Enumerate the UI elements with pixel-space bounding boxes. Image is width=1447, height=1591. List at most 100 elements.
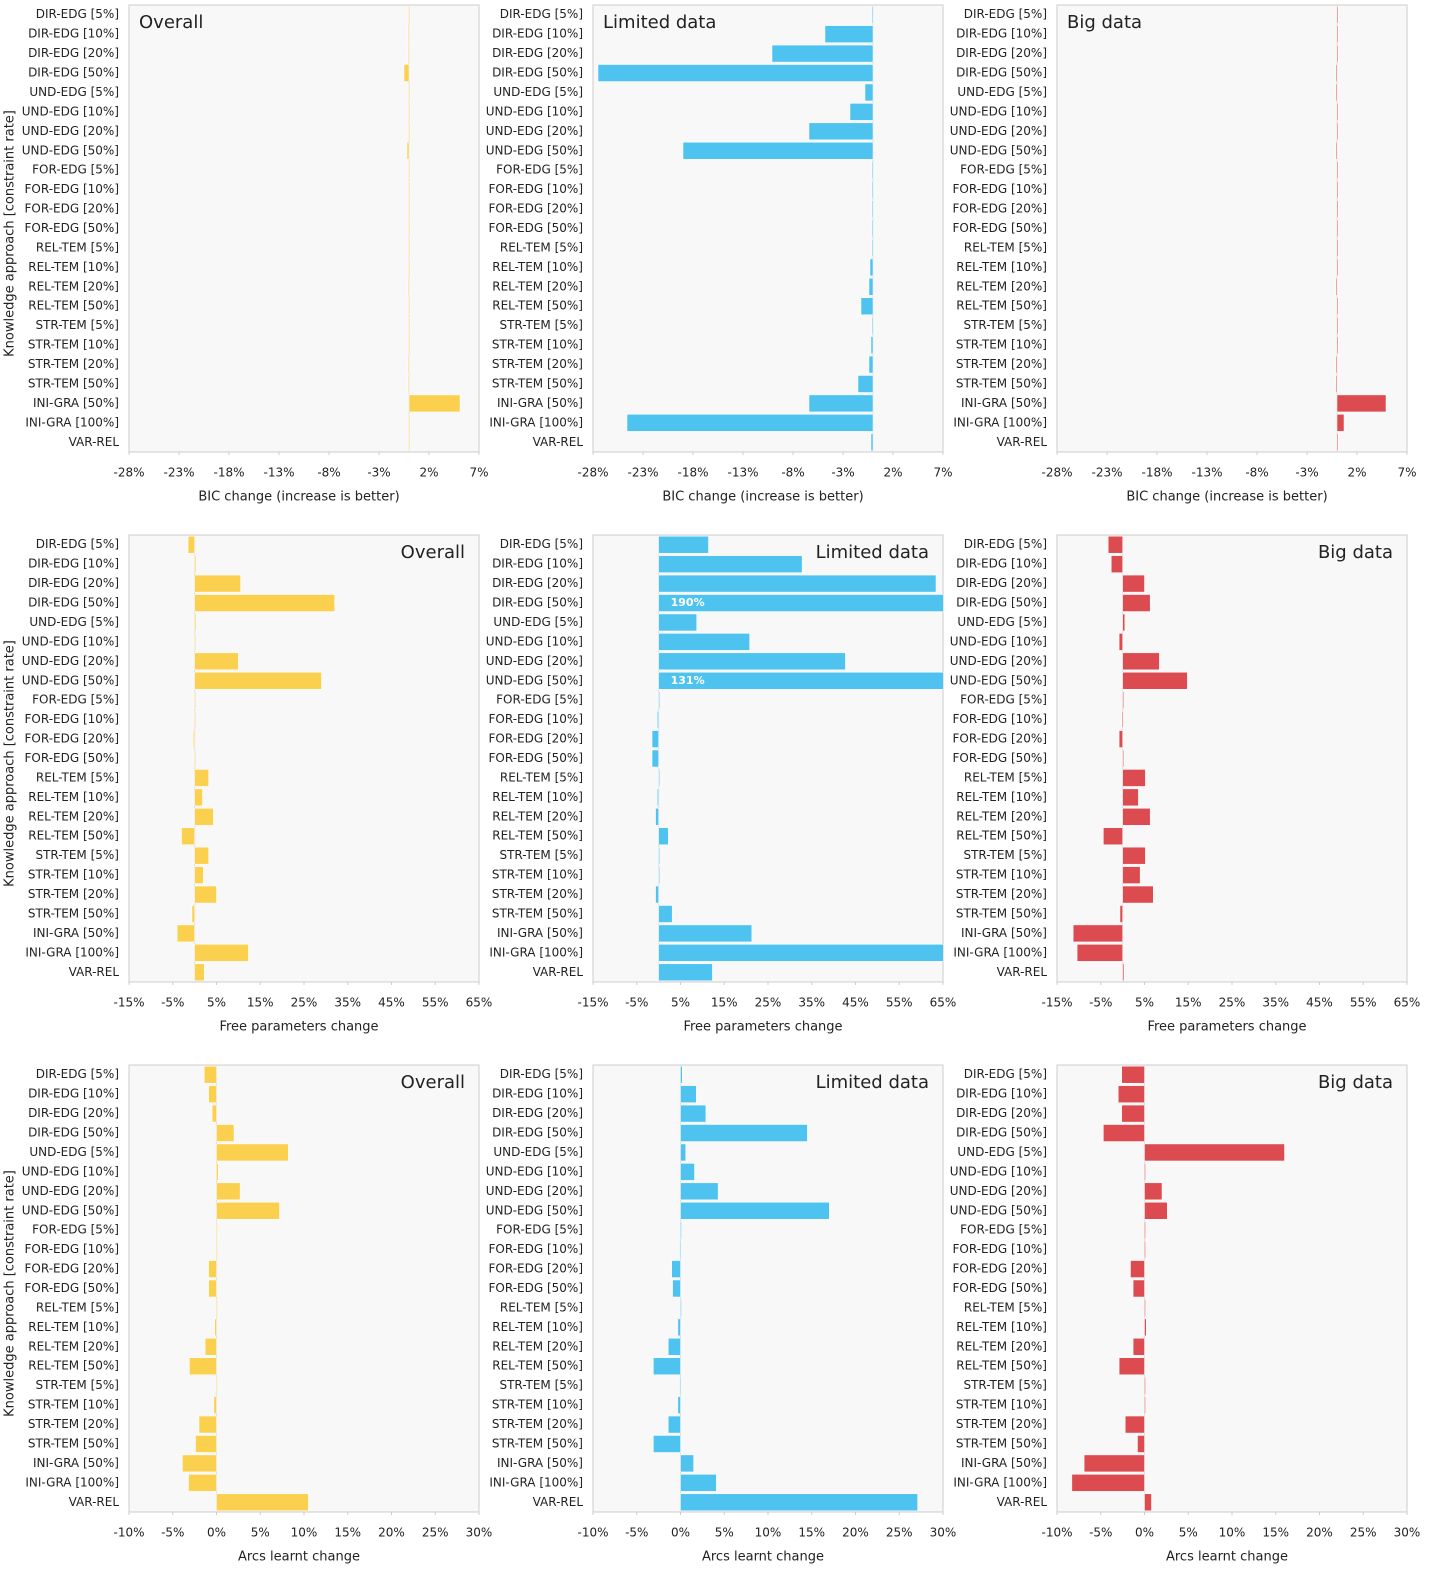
bar: [1336, 200, 1339, 218]
bar: [176, 924, 195, 943]
x-tick-label: 30%: [930, 1526, 957, 1540]
category-label: STR-TEM [10%]: [956, 868, 1047, 882]
bar: [1083, 1454, 1145, 1473]
x-tick-label: -15%: [577, 996, 608, 1010]
category-label: DIR-EDG [10%]: [956, 27, 1047, 41]
bar: [1336, 336, 1339, 354]
bar: [658, 672, 943, 690]
x-tick-label: 35%: [334, 996, 361, 1010]
category-label: DIR-EDG [10%]: [28, 557, 119, 571]
category-label: FOR-EDG [50%]: [489, 221, 584, 235]
bar: [860, 297, 874, 315]
x-tick-label: 7%: [933, 466, 952, 480]
category-label: DIR-EDG [50%]: [492, 66, 583, 80]
bar: [408, 5, 411, 24]
category-label: STR-TEM [20%]: [956, 1417, 1047, 1431]
category-label: STR-TEM [20%]: [28, 887, 119, 901]
bar: [181, 827, 195, 845]
x-axis-label: Free parameters change: [683, 1020, 842, 1035]
bar: [808, 122, 874, 141]
bar: [1336, 5, 1339, 24]
bar: [216, 1202, 280, 1220]
category-label: STR-TEM [50%]: [492, 376, 583, 390]
category-label: FOR-EDG [5%]: [32, 1223, 119, 1237]
category-label: FOR-EDG [5%]: [496, 693, 583, 707]
bar: [1125, 1415, 1145, 1434]
bar: [1144, 1318, 1147, 1337]
category-label: REL-TEM [5%]: [36, 240, 119, 254]
category-label: UND-EDG [10%]: [950, 1164, 1047, 1178]
x-tick-label: 35%: [798, 996, 825, 1010]
category-label: REL-TEM [10%]: [956, 260, 1047, 274]
category-label: REL-TEM [20%]: [492, 279, 583, 293]
category-label: UND-EDG [20%]: [950, 124, 1047, 138]
bar: [658, 555, 803, 573]
x-tick-label: 45%: [842, 996, 869, 1010]
x-tick-label: -23%: [1091, 466, 1122, 480]
x-tick-label: 45%: [1306, 996, 1333, 1010]
plot-area: [128, 4, 480, 453]
category-label: FOR-EDG [10%]: [25, 712, 120, 726]
bar: [194, 710, 196, 729]
category-label: FOR-EDG [50%]: [953, 1281, 1048, 1295]
category-label: REL-TEM [10%]: [956, 790, 1047, 804]
bar: [1118, 1357, 1145, 1375]
category-label: STR-TEM [10%]: [492, 1398, 583, 1412]
value-label: 131%: [671, 674, 705, 687]
bar: [408, 297, 411, 315]
x-tick-label: 45%: [378, 996, 405, 1010]
category-label: STR-TEM [10%]: [28, 338, 119, 352]
plot-area: [1056, 4, 1408, 453]
category-label: INI-GRA [50%]: [497, 396, 583, 410]
bar: [1122, 963, 1125, 982]
category-label: UND-EDG [20%]: [486, 1184, 583, 1198]
bar: [1132, 1338, 1145, 1356]
bar: [194, 769, 209, 787]
x-tick-label: 55%: [422, 996, 449, 1010]
panel: -10% -5% 0% 5% 10% 15% 20% 25% 30% DIR-EDG [5%] DI…: [950, 1064, 1420, 1565]
x-tick-label: 5%: [1179, 1526, 1198, 1540]
panel-title: Big data: [1318, 1072, 1393, 1093]
x-tick-label: 15%: [1262, 1526, 1289, 1540]
category-label: STR-TEM [50%]: [492, 1436, 583, 1450]
bars: [182, 1065, 309, 1512]
bar: [682, 142, 874, 160]
category-label: DIR-EDG [50%]: [28, 66, 119, 80]
bar: [668, 1338, 681, 1356]
bar: [194, 691, 196, 709]
category-label: REL-TEM [10%]: [492, 790, 583, 804]
category-label: UND-EDG [50%]: [950, 673, 1047, 687]
category-label: FOR-EDG [20%]: [953, 1262, 1048, 1276]
category-label: VAR-REL: [533, 965, 584, 979]
category-label: FOR-EDG [20%]: [489, 732, 584, 746]
x-tick-label: 7%: [469, 466, 488, 480]
bar: [1122, 769, 1146, 787]
x-tick-label: -13%: [1191, 466, 1222, 480]
bar: [194, 633, 196, 651]
bar: [658, 905, 673, 923]
category-label: UND-EDG [10%]: [950, 104, 1047, 118]
bar: [1144, 1396, 1146, 1414]
category-label: STR-TEM [10%]: [28, 868, 119, 882]
x-tick-label: -10%: [1041, 1526, 1072, 1540]
category-label: UND-EDG [50%]: [22, 1203, 119, 1217]
bar: [680, 1104, 707, 1123]
category-label: FOR-EDG [20%]: [25, 202, 120, 216]
category-label: UND-EDG [5%]: [29, 615, 119, 629]
panel-title: Overall: [401, 542, 465, 563]
category-label: UND-EDG [20%]: [950, 654, 1047, 668]
x-tick-label: 10%: [291, 1526, 318, 1540]
category-label: DIR-EDG [5%]: [500, 7, 583, 21]
bar: [680, 1221, 682, 1239]
category-label: UND-EDG [10%]: [486, 104, 583, 118]
category-label: STR-TEM [10%]: [956, 1398, 1047, 1412]
bar: [1336, 316, 1339, 335]
x-tick-label: -28%: [577, 466, 608, 480]
category-label: STR-TEM [5%]: [963, 1378, 1047, 1392]
category-label: DIR-EDG [5%]: [36, 1067, 119, 1081]
bar: [408, 336, 411, 354]
bar: [189, 1357, 217, 1375]
bar: [680, 1124, 808, 1142]
bar: [1103, 827, 1123, 845]
